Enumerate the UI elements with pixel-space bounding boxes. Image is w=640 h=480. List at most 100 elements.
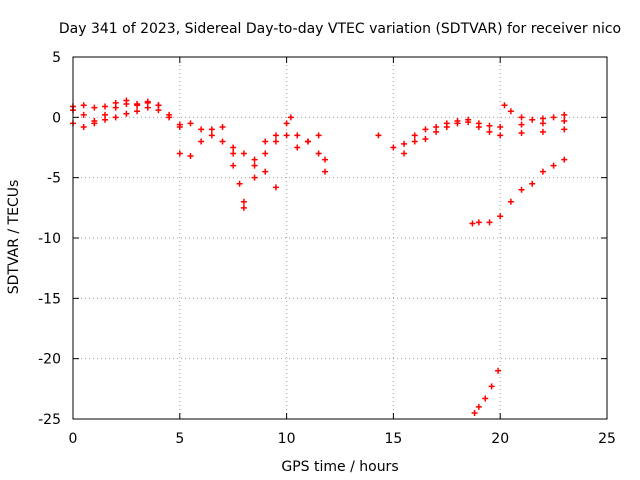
data-point xyxy=(486,122,493,129)
data-point xyxy=(475,403,482,410)
data-point xyxy=(518,130,525,137)
data-point xyxy=(283,120,290,127)
x-tick-label: 25 xyxy=(598,431,616,447)
data-point xyxy=(262,138,269,145)
data-point xyxy=(411,138,418,145)
y-tick-label: 5 xyxy=(52,50,61,66)
series-track-k xyxy=(469,156,568,227)
data-point xyxy=(518,186,525,193)
data-point xyxy=(294,132,301,139)
data-point xyxy=(91,120,98,127)
data-point xyxy=(375,132,382,139)
x-tick-label: 20 xyxy=(491,431,509,447)
data-point xyxy=(262,168,269,175)
data-point xyxy=(144,104,151,111)
data-point xyxy=(236,180,243,187)
series-track-g xyxy=(251,114,329,169)
data-point xyxy=(240,204,247,211)
grid-lines xyxy=(73,57,607,419)
data-point xyxy=(322,168,329,175)
data-point xyxy=(518,114,525,121)
data-point xyxy=(198,138,205,145)
data-point xyxy=(390,144,397,151)
data-point xyxy=(422,126,429,133)
data-point xyxy=(497,132,504,139)
data-point xyxy=(230,162,237,169)
data-point xyxy=(230,150,237,157)
data-point xyxy=(486,128,493,135)
data-point xyxy=(529,116,536,123)
data-point xyxy=(518,121,525,128)
x-axis-label: GPS time / hours xyxy=(281,459,398,475)
data-point xyxy=(561,126,568,133)
data-point xyxy=(294,144,301,151)
data-point xyxy=(272,184,279,191)
data-point xyxy=(155,102,162,109)
data-point xyxy=(283,132,290,139)
data-point xyxy=(240,150,247,157)
data-point xyxy=(230,144,237,151)
data-point xyxy=(475,219,482,226)
data-point xyxy=(198,126,205,133)
data-point xyxy=(315,150,322,157)
series-track-f xyxy=(230,132,329,205)
data-point xyxy=(561,156,568,163)
data-point xyxy=(112,99,119,106)
data-point xyxy=(272,132,279,139)
x-tick-label: 5 xyxy=(175,431,184,447)
data-point xyxy=(495,367,502,374)
data-point xyxy=(488,383,495,390)
x-tick-label: 15 xyxy=(384,431,402,447)
data-point xyxy=(401,140,408,147)
data-point xyxy=(219,123,226,130)
y-tick-label: -25 xyxy=(38,412,61,428)
data-point xyxy=(134,108,141,115)
data-point xyxy=(304,138,311,145)
data-point xyxy=(187,120,194,127)
data-point xyxy=(482,395,489,402)
x-tick-label: 10 xyxy=(278,431,296,447)
y-tick-label: -20 xyxy=(38,352,61,368)
data-point xyxy=(529,180,536,187)
chart-title: Day 341 of 2023, Sidereal Day-to-day VTE… xyxy=(59,21,621,37)
data-point xyxy=(401,150,408,157)
data-point xyxy=(80,123,87,130)
data-point xyxy=(411,132,418,139)
data-point xyxy=(144,98,151,105)
y-tick-label: 0 xyxy=(52,110,61,126)
y-axis-label: SDTVAR / TECUs xyxy=(6,180,22,295)
data-point xyxy=(102,116,109,123)
data-point xyxy=(219,138,226,145)
x-tick-label: 0 xyxy=(69,431,78,447)
data-point xyxy=(475,120,482,127)
data-point xyxy=(539,128,546,135)
data-point xyxy=(240,198,247,205)
data-point xyxy=(91,104,98,111)
data-point xyxy=(471,409,478,416)
data-point xyxy=(561,117,568,124)
data-point xyxy=(123,110,130,117)
data-point xyxy=(497,213,504,220)
data-point xyxy=(507,108,514,115)
series-track-l xyxy=(471,367,502,416)
series-track-d xyxy=(176,123,247,211)
data-point xyxy=(507,198,514,205)
data-point xyxy=(561,111,568,118)
data-point xyxy=(497,123,504,130)
data-point xyxy=(80,102,87,109)
data-points xyxy=(70,97,568,416)
data-point xyxy=(176,123,183,130)
data-point xyxy=(102,103,109,110)
y-tick-label: -5 xyxy=(47,171,61,187)
data-point xyxy=(550,162,557,169)
data-point xyxy=(539,168,546,175)
data-point xyxy=(272,138,279,145)
data-point xyxy=(208,126,215,133)
data-point xyxy=(251,162,258,169)
data-point xyxy=(262,150,269,157)
data-point xyxy=(208,132,215,139)
data-point xyxy=(287,114,294,121)
data-point xyxy=(80,111,87,118)
